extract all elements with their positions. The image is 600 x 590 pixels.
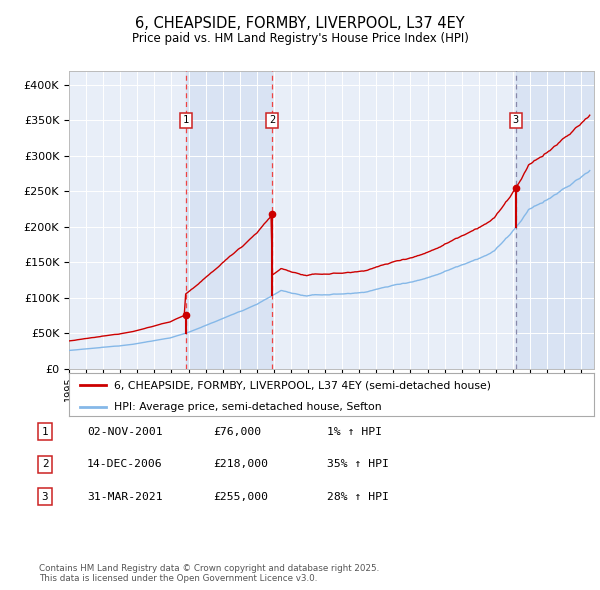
Text: £255,000: £255,000 xyxy=(213,492,268,502)
Text: 28% ↑ HPI: 28% ↑ HPI xyxy=(327,492,389,502)
Text: £76,000: £76,000 xyxy=(213,427,261,437)
Text: Contains HM Land Registry data © Crown copyright and database right 2025.
This d: Contains HM Land Registry data © Crown c… xyxy=(39,563,379,583)
Text: 2: 2 xyxy=(269,116,275,126)
Text: 6, CHEAPSIDE, FORMBY, LIVERPOOL, L37 4EY: 6, CHEAPSIDE, FORMBY, LIVERPOOL, L37 4EY xyxy=(135,16,465,31)
Text: 02-NOV-2001: 02-NOV-2001 xyxy=(87,427,163,437)
Text: 35% ↑ HPI: 35% ↑ HPI xyxy=(327,460,389,469)
Text: 1% ↑ HPI: 1% ↑ HPI xyxy=(327,427,382,437)
Bar xyxy=(516,71,594,369)
Text: Price paid vs. HM Land Registry's House Price Index (HPI): Price paid vs. HM Land Registry's House … xyxy=(131,32,469,45)
Text: HPI: Average price, semi-detached house, Sefton: HPI: Average price, semi-detached house,… xyxy=(113,402,381,412)
Text: 1: 1 xyxy=(42,427,48,437)
Bar xyxy=(185,71,272,369)
Text: 6, CHEAPSIDE, FORMBY, LIVERPOOL, L37 4EY (semi-detached house): 6, CHEAPSIDE, FORMBY, LIVERPOOL, L37 4EY… xyxy=(113,381,491,391)
Text: 31-MAR-2021: 31-MAR-2021 xyxy=(87,492,163,502)
Text: 2: 2 xyxy=(42,460,48,469)
Text: 1: 1 xyxy=(182,116,189,126)
Text: 3: 3 xyxy=(42,492,48,502)
Text: £218,000: £218,000 xyxy=(213,460,268,469)
Text: 14-DEC-2006: 14-DEC-2006 xyxy=(87,460,163,469)
Text: 3: 3 xyxy=(512,116,519,126)
